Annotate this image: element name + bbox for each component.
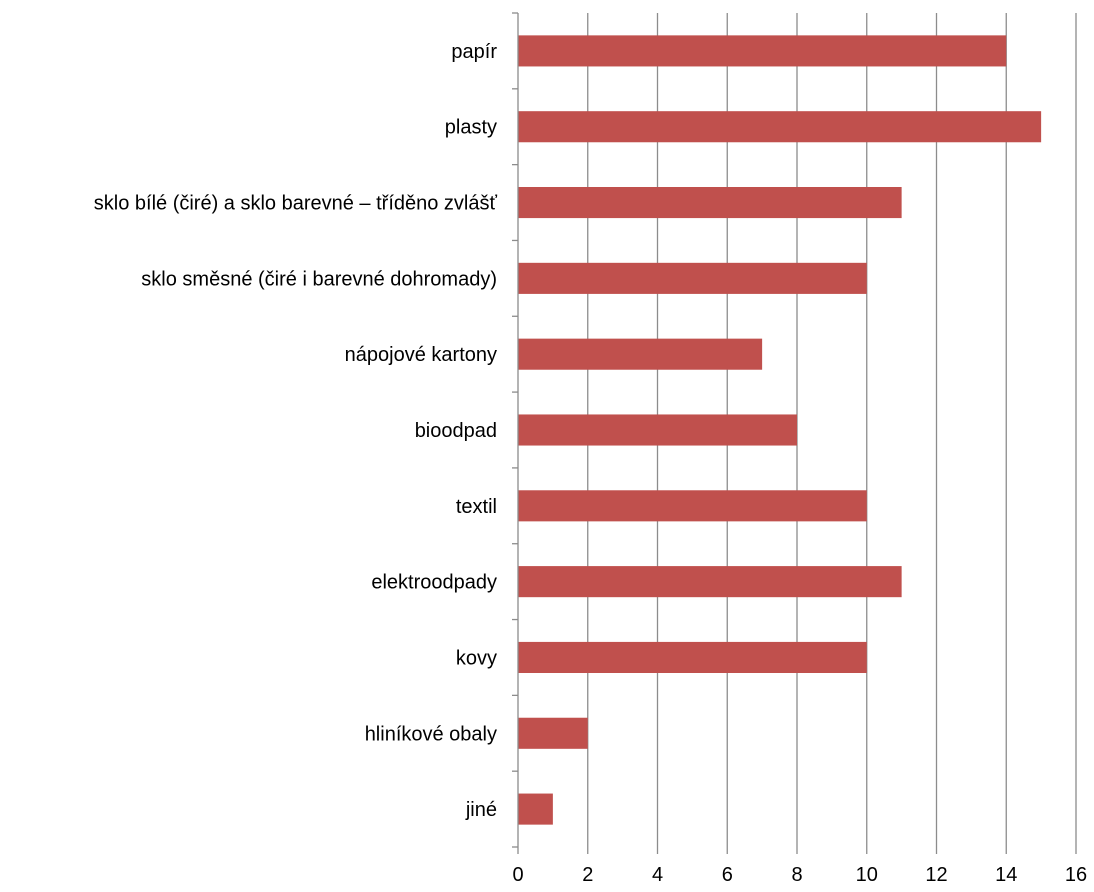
bar <box>518 35 1007 67</box>
x-tick-label: 16 <box>1065 864 1087 886</box>
x-tick-label: 2 <box>582 864 593 886</box>
category-label: bioodpad <box>415 420 497 442</box>
bar <box>518 793 553 825</box>
category-label: sklo směsné (čiré i barevné dohromady) <box>141 268 497 290</box>
x-tick-label: 0 <box>512 864 523 886</box>
category-label: kovy <box>456 647 497 669</box>
labels: 0 2 4 6 8 10 12 14 16 papír plasty sklo bílé (čiré)… <box>94 41 1087 886</box>
category-label: sklo bílé (čiré) a sklo barevné – tříděn… <box>94 193 498 215</box>
category-label: hliníkové obaly <box>365 723 497 745</box>
bar <box>518 566 902 598</box>
bars <box>518 35 1042 825</box>
category-label: plasty <box>445 117 497 139</box>
bar <box>518 717 588 749</box>
bar <box>518 262 867 294</box>
x-tick-label: 4 <box>652 864 663 886</box>
x-tick-label: 8 <box>791 864 802 886</box>
category-label: textil <box>456 496 497 518</box>
axes <box>512 12 519 854</box>
category-label: nápojové kartony <box>345 344 497 366</box>
bar <box>518 414 797 446</box>
bar <box>518 641 867 673</box>
x-tick-label: 10 <box>856 864 878 886</box>
bar <box>518 111 1042 143</box>
x-tick-label: 6 <box>722 864 733 886</box>
category-label: elektroodpady <box>371 572 497 594</box>
bar <box>518 187 902 219</box>
category-label: jiné <box>465 799 497 821</box>
x-tick-label: 14 <box>995 864 1017 886</box>
bar <box>518 490 867 522</box>
x-tick-label: 12 <box>925 864 947 886</box>
category-label: papír <box>451 41 497 63</box>
bar <box>518 338 763 370</box>
